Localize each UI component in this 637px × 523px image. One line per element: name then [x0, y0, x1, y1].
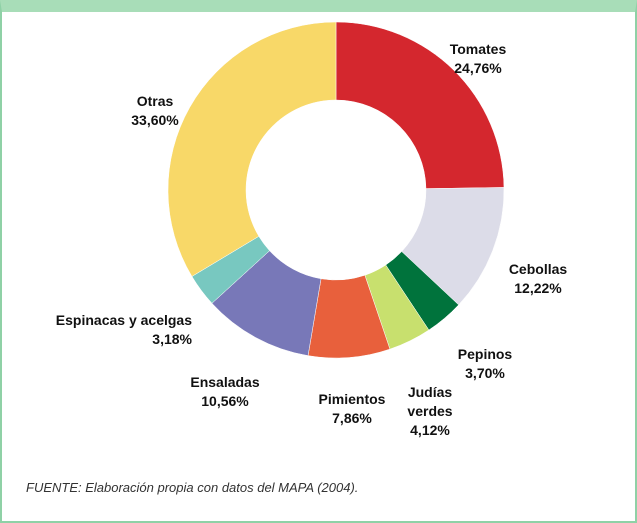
category-label: Cebollas	[508, 261, 568, 277]
category-label: Pepinos	[457, 346, 513, 362]
value-label: 7,86%	[332, 410, 372, 426]
slice-label: Otras 33,60%	[95, 92, 215, 130]
category-label: Tomates	[449, 41, 507, 57]
value-label: 3,18%	[152, 331, 192, 347]
value-label: 33,60%	[131, 112, 179, 128]
slice-label: Tomates 24,76%	[418, 40, 538, 78]
category-label: Ensaladas	[190, 374, 260, 390]
category-label: Espinacas y acelgas	[55, 312, 192, 328]
source-note: FUENTE: Elaboración propia con datos del…	[26, 480, 359, 495]
value-label: 24,76%	[454, 60, 502, 76]
slice-label: Pepinos 3,70%	[425, 345, 545, 383]
value-label: 10,56%	[201, 393, 249, 409]
value-label: 3,70%	[465, 365, 505, 381]
slice-label: Pimientos 7,86%	[292, 390, 412, 428]
category-label: Pimientos	[318, 391, 386, 407]
category-label: Judías verdes	[407, 384, 453, 419]
slice-label: Ensaladas 10,56%	[165, 373, 285, 411]
value-label: 4,12%	[410, 422, 450, 438]
slice-label: Cebollas 12,22%	[478, 260, 598, 298]
donut-segment	[335, 21, 505, 189]
donut-segment	[167, 21, 337, 277]
slice-label: Judías verdes 4,12%	[395, 383, 465, 440]
value-label: 12,22%	[514, 280, 562, 296]
slice-label: Espinacas y acelgas 3,18%	[20, 311, 192, 349]
category-label: Otras	[136, 93, 174, 109]
